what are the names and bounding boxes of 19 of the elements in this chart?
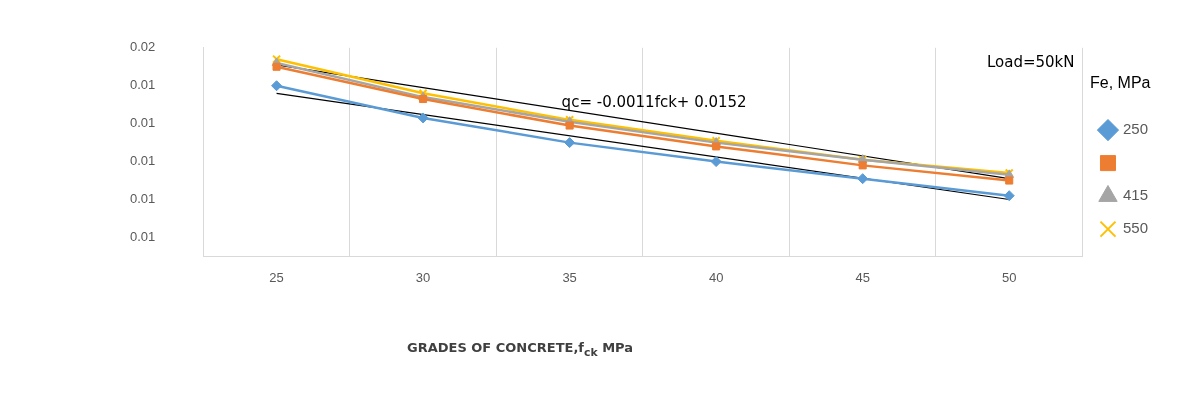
legend-label: 415 xyxy=(1122,186,1148,204)
x-tick-label: 25 xyxy=(269,269,284,285)
x-axis-title: GRADES OF CONCRETE,f$_{ck}$ MPa xyxy=(405,340,635,359)
y-tick-label: 0.01 xyxy=(129,191,156,207)
x-tick-label: 30 xyxy=(415,269,431,285)
y-tick-label: 0.01 xyxy=(129,77,156,93)
y-tick-label: 0.01 xyxy=(129,115,156,131)
legend-label: 550 xyxy=(1122,219,1148,237)
annotation: Load=50kN xyxy=(986,53,1075,72)
x-tick-label: 50 xyxy=(1001,269,1017,285)
x-tick-label: 40 xyxy=(708,269,724,285)
x-tick-label: 45 xyxy=(855,269,870,285)
y-tick-label: 0.02 xyxy=(129,39,156,55)
y-tick-label: 0.01 xyxy=(129,229,156,245)
legend-title: Fe, MPa xyxy=(1090,73,1151,91)
legend-label: 250 xyxy=(1122,120,1148,138)
annotation: qc= -0.0011fck+ 0.0152 xyxy=(561,92,747,111)
x-tick-label: 35 xyxy=(562,269,577,285)
y-tick-label: 0.01 xyxy=(129,153,156,169)
